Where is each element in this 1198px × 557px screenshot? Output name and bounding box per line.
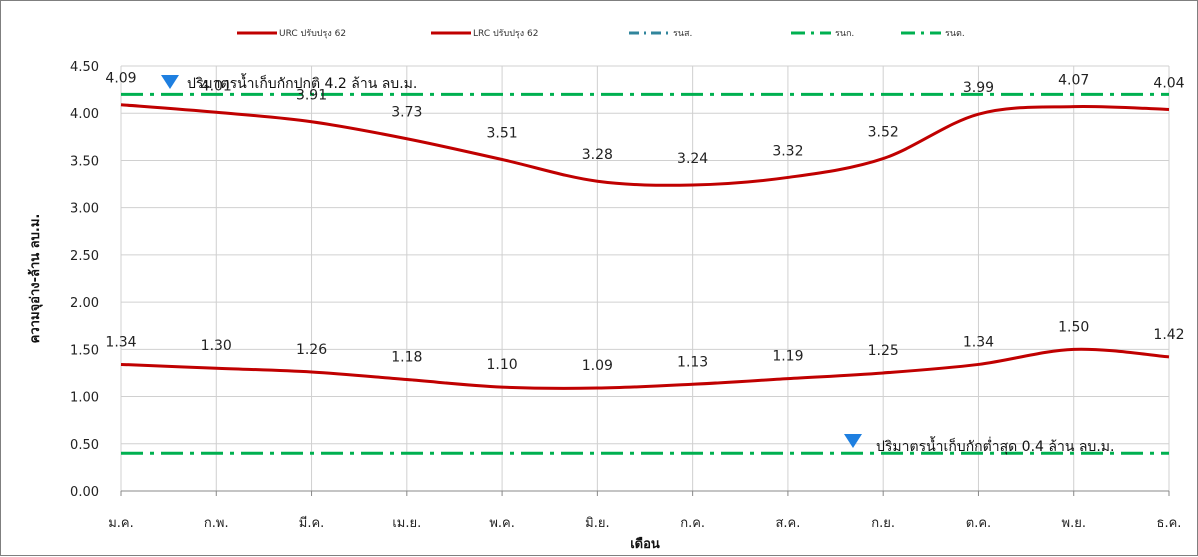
triangle-marker-icon <box>161 75 179 89</box>
legend-label: URC ปรับปรุง 62 <box>279 29 346 39</box>
data-label: 3.24 <box>677 151 708 167</box>
x-tick-label: ก.พ. <box>204 516 229 531</box>
x-tick-label: มิ.ย. <box>585 516 609 531</box>
data-label: 1.25 <box>868 343 899 359</box>
triangle-marker-icon <box>844 434 862 448</box>
data-label: 3.28 <box>582 147 613 163</box>
data-label: 4.07 <box>1058 73 1089 89</box>
y-tick-label: 3.00 <box>70 202 99 217</box>
data-label: 3.32 <box>772 143 803 159</box>
legend-label: รนก. <box>835 29 854 39</box>
y-axis-title: ความจุอ่าง-ล้าน ลบ.ม. <box>27 214 43 344</box>
data-label: 1.10 <box>487 357 518 373</box>
x-tick-label: ก.ค. <box>680 516 705 531</box>
legend-label: รนส. <box>673 29 692 39</box>
data-label: 1.26 <box>296 342 327 358</box>
data-label: 4.04 <box>1153 75 1184 91</box>
annotation-normal-storage: ปริมาตรน้ำเก็บกักปกติ 4.2 ล้าน ลบ.ม. <box>187 73 417 92</box>
data-label: 4.01 <box>201 78 232 94</box>
x-tick-label: เม.ย. <box>392 516 421 531</box>
data-label: 3.73 <box>391 105 422 121</box>
x-tick-label: พ.ค. <box>489 516 515 531</box>
x-tick-label: ก.ย. <box>871 516 895 531</box>
y-tick-label: 4.00 <box>70 107 99 122</box>
x-axis-title: เดือน <box>630 536 660 552</box>
data-label: 3.52 <box>868 125 899 141</box>
series-line-1 <box>120 347 1170 390</box>
annotation-min-storage: ปริมาตรน้ำเก็บกักต่ำสุด 0.4 ล้าน ลบ.ม. <box>876 436 1114 455</box>
data-label: 1.34 <box>105 334 136 350</box>
data-label: 1.09 <box>582 358 613 374</box>
x-tick-label: ต.ค. <box>966 516 991 531</box>
y-tick-label: 1.00 <box>70 391 99 406</box>
data-label: 1.18 <box>391 350 422 366</box>
data-label: 4.09 <box>105 71 136 87</box>
data-label: 3.91 <box>296 88 327 104</box>
data-label: 1.50 <box>1058 319 1089 335</box>
x-tick-label: ธ.ค. <box>1157 516 1182 531</box>
x-tick-label: ม.ค. <box>108 516 134 531</box>
x-tick-label: พ.ย. <box>1062 516 1086 531</box>
y-tick-label: 2.50 <box>70 249 99 264</box>
y-tick-label: 2.00 <box>70 296 99 311</box>
data-label: 1.42 <box>1153 327 1184 343</box>
y-tick-label: 1.50 <box>70 343 99 358</box>
legend-label: LRC ปรับปรุง 62 <box>473 29 538 39</box>
y-tick-label: 0.00 <box>70 485 99 500</box>
data-label: 1.30 <box>201 338 232 354</box>
data-label: 1.13 <box>677 354 708 370</box>
legend-label: รนต. <box>945 29 965 39</box>
x-tick-label: ส.ค. <box>775 516 800 531</box>
x-tick-label: มี.ค. <box>299 515 325 531</box>
y-tick-label: 0.50 <box>70 438 99 453</box>
y-tick-label: 3.50 <box>70 154 99 169</box>
series-line-0 <box>120 103 1170 187</box>
data-label: 3.99 <box>963 80 994 96</box>
data-label: 1.34 <box>963 334 994 350</box>
y-tick-label: 4.50 <box>70 60 99 75</box>
data-label: 3.51 <box>487 126 518 142</box>
data-label: 1.19 <box>772 349 803 365</box>
